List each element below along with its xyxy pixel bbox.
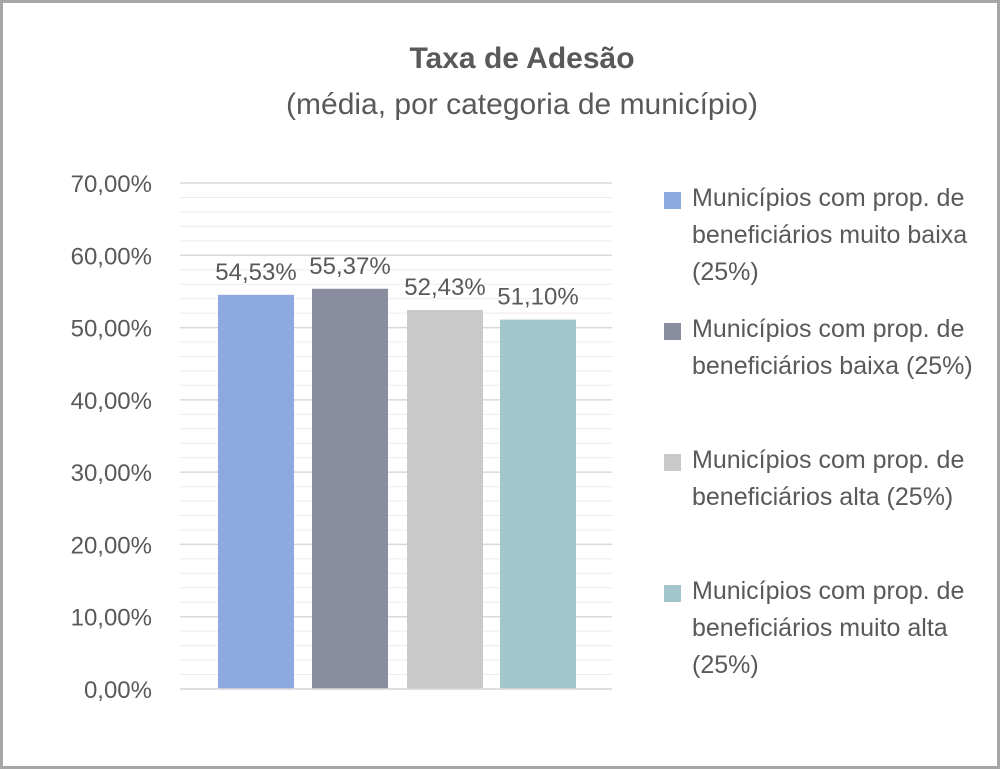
legend-item: Municípios com prop. de beneficiários mu… (664, 180, 994, 311)
legend-swatch (664, 192, 681, 209)
data-labels: 54,53% 55,37% 52,43% 51,10% (215, 253, 578, 311)
legend-swatch (664, 323, 681, 340)
chart-title: Taxa de Adesão (409, 42, 635, 75)
chart-subtitle: (média, por categoria de município) (286, 88, 758, 121)
y-tick-label: 60,00% (71, 243, 152, 270)
legend-label: Municípios com prop. de beneficiários ba… (692, 315, 973, 380)
data-label: 55,37% (309, 253, 390, 280)
y-tick-label: 0,00% (84, 677, 152, 704)
y-tick-label: 30,00% (71, 460, 152, 487)
y-axis-ticks: 0,00% 10,00% 20,00% 30,00% 40,00% 50,00% 60,00… (71, 171, 152, 704)
legend-label: Municípios com prop. de beneficiários al… (692, 446, 965, 511)
bar (500, 319, 576, 689)
legend-label: Municípios com prop. de beneficiários mu… (692, 577, 965, 679)
y-tick-label: 10,00% (71, 605, 152, 632)
y-tick-label: 70,00% (71, 171, 152, 198)
legend-swatch (664, 585, 681, 602)
y-tick-label: 50,00% (71, 316, 152, 343)
data-label: 52,43% (404, 274, 485, 301)
y-tick-label: 20,00% (71, 532, 152, 559)
bar (312, 288, 388, 689)
legend-label: Municípios com prop. de beneficiários mu… (692, 184, 968, 286)
y-tick-label: 40,00% (71, 388, 152, 415)
legend-item: Municípios com prop. de beneficiários al… (664, 442, 994, 573)
bar (407, 310, 483, 689)
bar (218, 294, 294, 689)
data-label: 54,53% (215, 259, 296, 286)
legend-item: Municípios com prop. de beneficiários ba… (664, 311, 994, 442)
data-label: 51,10% (497, 284, 578, 311)
legend: Municípios com prop. de beneficiários mu… (664, 180, 994, 704)
legend-item: Municípios com prop. de beneficiários mu… (664, 573, 994, 704)
bars (218, 288, 576, 689)
legend-swatch (664, 454, 681, 471)
